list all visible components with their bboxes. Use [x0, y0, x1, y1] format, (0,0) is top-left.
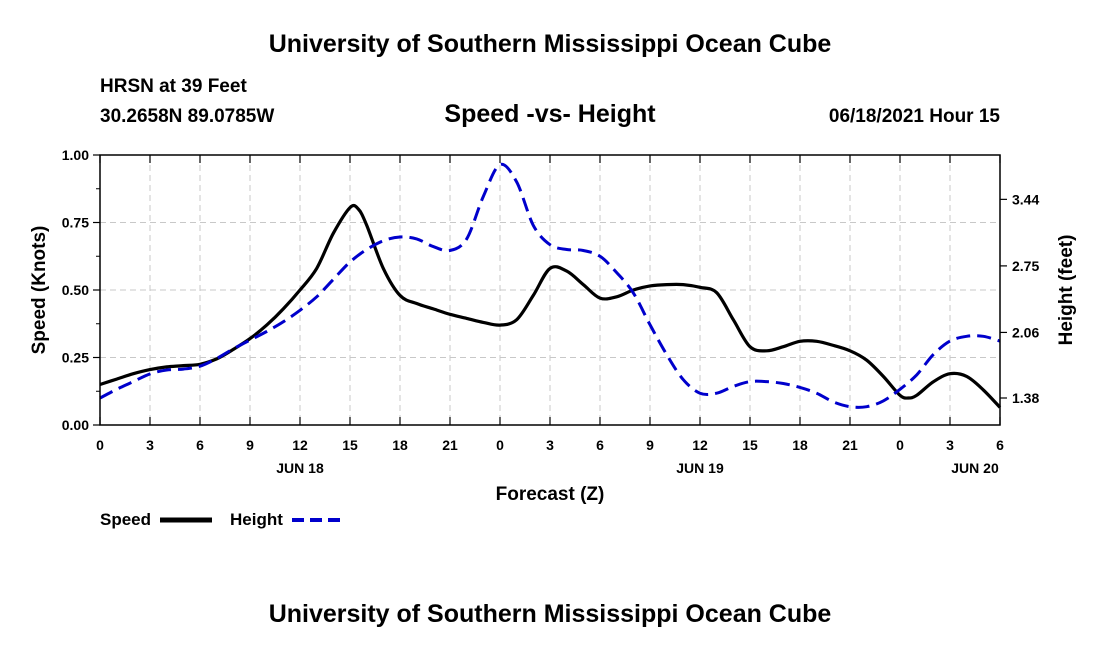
coordinates-label: 30.2658N 89.0785W	[100, 106, 275, 127]
x-tick-label: 9	[246, 437, 254, 453]
x-tick-label: 12	[292, 437, 308, 453]
series-line-speed	[99, 203, 1002, 409]
footer-title: University of Southern Mississippi Ocean…	[268, 600, 832, 628]
x-tick-label: 6	[996, 437, 1004, 453]
x-axis-title: Forecast (Z)	[496, 484, 605, 505]
station-label: HRSN at 39 Feet	[100, 76, 247, 97]
series-layer	[99, 162, 1002, 409]
axes: 0 3 6 9 12 15 18 21 0 3 6 9 12 15 18 21 0 3 6 JUN 18 JUN 19 J…	[62, 147, 1040, 476]
y2-tick-label: 1.38	[1012, 390, 1039, 406]
x-tick-label: 12	[692, 437, 708, 453]
x-tick-label: 3	[946, 437, 954, 453]
y-tick-label: 0.00	[62, 417, 89, 433]
grid	[100, 155, 1000, 425]
x-tick-label: 18	[792, 437, 808, 453]
x-tick-label: 15	[742, 437, 758, 453]
x-tick-label: 0	[96, 437, 104, 453]
x-tick-label: 3	[546, 437, 554, 453]
date-label: JUN 20	[951, 460, 999, 476]
x-tick-label: 0	[896, 437, 904, 453]
y2-tick-label: 3.44	[1012, 191, 1039, 207]
chart-title: University of Southern Mississippi Ocean…	[268, 30, 832, 58]
y-tick-label: 1.00	[62, 147, 89, 163]
x-tick-label: 21	[442, 437, 458, 453]
x-tick-label: 0	[496, 437, 504, 453]
x-tick-label: 3	[146, 437, 154, 453]
forecast-datetime: 06/18/2021 Hour 15	[828, 106, 1000, 127]
y-axis-title: Speed (Knots)	[29, 226, 50, 355]
legend-label-speed: Speed	[100, 510, 151, 529]
y2-tick-label: 2.75	[1012, 258, 1039, 274]
y2-axis-title: Height (feet)	[1056, 235, 1077, 346]
date-label: JUN 18	[276, 460, 324, 476]
x-tick-label: 9	[646, 437, 654, 453]
y-tick-label: 0.50	[62, 282, 89, 298]
legend: Speed Height	[100, 510, 344, 529]
y-tick-label: 0.75	[62, 215, 89, 231]
date-label: JUN 19	[676, 460, 724, 476]
x-tick-label: 6	[196, 437, 204, 453]
x-tick-label: 18	[392, 437, 408, 453]
chart-subtitle: Speed -vs- Height	[444, 100, 656, 128]
y2-tick-label: 2.06	[1012, 324, 1039, 340]
x-tick-label: 15	[342, 437, 358, 453]
x-tick-label: 6	[596, 437, 604, 453]
legend-label-height: Height	[230, 510, 283, 529]
x-tick-label: 21	[842, 437, 858, 453]
series-line-height	[99, 162, 1001, 409]
y-tick-label: 0.25	[62, 350, 89, 366]
